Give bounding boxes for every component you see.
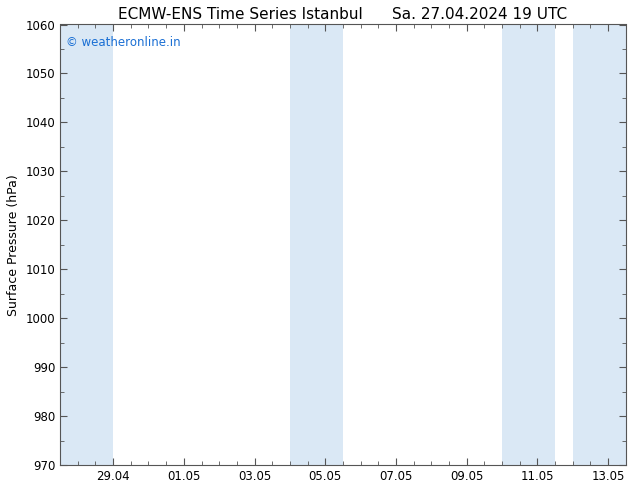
Bar (290, 24, 343, 465)
Title: ECMW-ENS Time Series Istanbul      Sa. 27.04.2024 19 UTC: ECMW-ENS Time Series Istanbul Sa. 27.04.… (119, 7, 567, 22)
Bar (573, 24, 626, 465)
Y-axis label: Surface Pressure (hPa): Surface Pressure (hPa) (7, 174, 20, 316)
Bar (60, 24, 113, 465)
Text: © weatheronline.in: © weatheronline.in (66, 35, 181, 49)
Bar (502, 24, 555, 465)
